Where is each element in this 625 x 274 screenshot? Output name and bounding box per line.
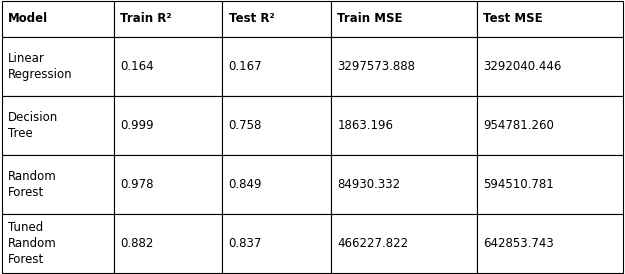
Bar <box>2 1 114 37</box>
Bar <box>477 37 623 96</box>
Bar <box>477 96 623 155</box>
Text: 954781.260: 954781.260 <box>483 119 554 132</box>
Bar <box>2 155 114 214</box>
Bar <box>2 214 114 273</box>
Bar <box>2 37 114 96</box>
Bar <box>331 214 477 273</box>
Text: Train R²: Train R² <box>120 12 171 25</box>
Bar <box>222 214 331 273</box>
Bar <box>114 214 222 273</box>
Bar <box>477 1 623 37</box>
Text: Linear
Regression: Linear Regression <box>8 52 72 81</box>
Bar <box>114 96 222 155</box>
Text: 0.849: 0.849 <box>229 178 262 191</box>
Bar <box>114 1 222 37</box>
Text: 0.167: 0.167 <box>229 60 262 73</box>
Bar <box>222 96 331 155</box>
Text: 594510.781: 594510.781 <box>483 178 554 191</box>
Text: Decision
Tree: Decision Tree <box>8 111 58 140</box>
Bar <box>114 155 222 214</box>
Text: 0.978: 0.978 <box>120 178 154 191</box>
Bar <box>222 1 331 37</box>
Text: 0.882: 0.882 <box>120 237 153 250</box>
Text: Test R²: Test R² <box>229 12 274 25</box>
Bar <box>331 37 477 96</box>
Bar <box>477 214 623 273</box>
Text: 3292040.446: 3292040.446 <box>483 60 562 73</box>
Text: 3297573.888: 3297573.888 <box>338 60 416 73</box>
Bar <box>331 1 477 37</box>
Text: Tuned
Random
Forest: Tuned Random Forest <box>8 221 57 266</box>
Text: 0.758: 0.758 <box>229 119 262 132</box>
Text: 1863.196: 1863.196 <box>338 119 393 132</box>
Text: 0.164: 0.164 <box>120 60 154 73</box>
Text: 642853.743: 642853.743 <box>483 237 554 250</box>
Bar <box>2 96 114 155</box>
Text: Model: Model <box>8 12 48 25</box>
Bar <box>222 155 331 214</box>
Bar <box>114 37 222 96</box>
Text: 84930.332: 84930.332 <box>338 178 401 191</box>
Bar <box>331 155 477 214</box>
Text: 466227.822: 466227.822 <box>338 237 409 250</box>
Text: 0.999: 0.999 <box>120 119 154 132</box>
Text: 0.837: 0.837 <box>229 237 262 250</box>
Text: Random
Forest: Random Forest <box>8 170 57 199</box>
Bar <box>331 96 477 155</box>
Bar <box>222 37 331 96</box>
Text: Train MSE: Train MSE <box>338 12 403 25</box>
Bar <box>477 155 623 214</box>
Text: Test MSE: Test MSE <box>483 12 543 25</box>
